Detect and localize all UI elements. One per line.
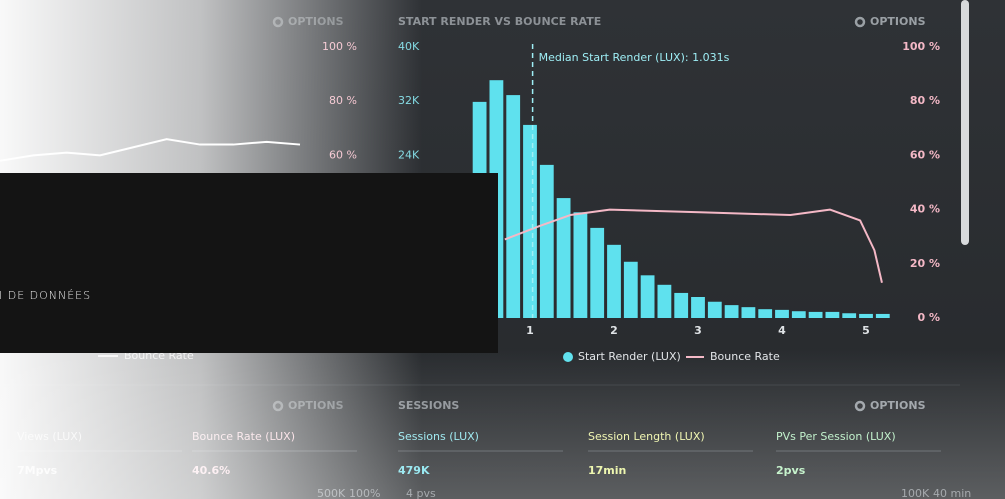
overlay-text: N DE DONNÉES [0,289,91,302]
overlay-box [0,173,498,353]
